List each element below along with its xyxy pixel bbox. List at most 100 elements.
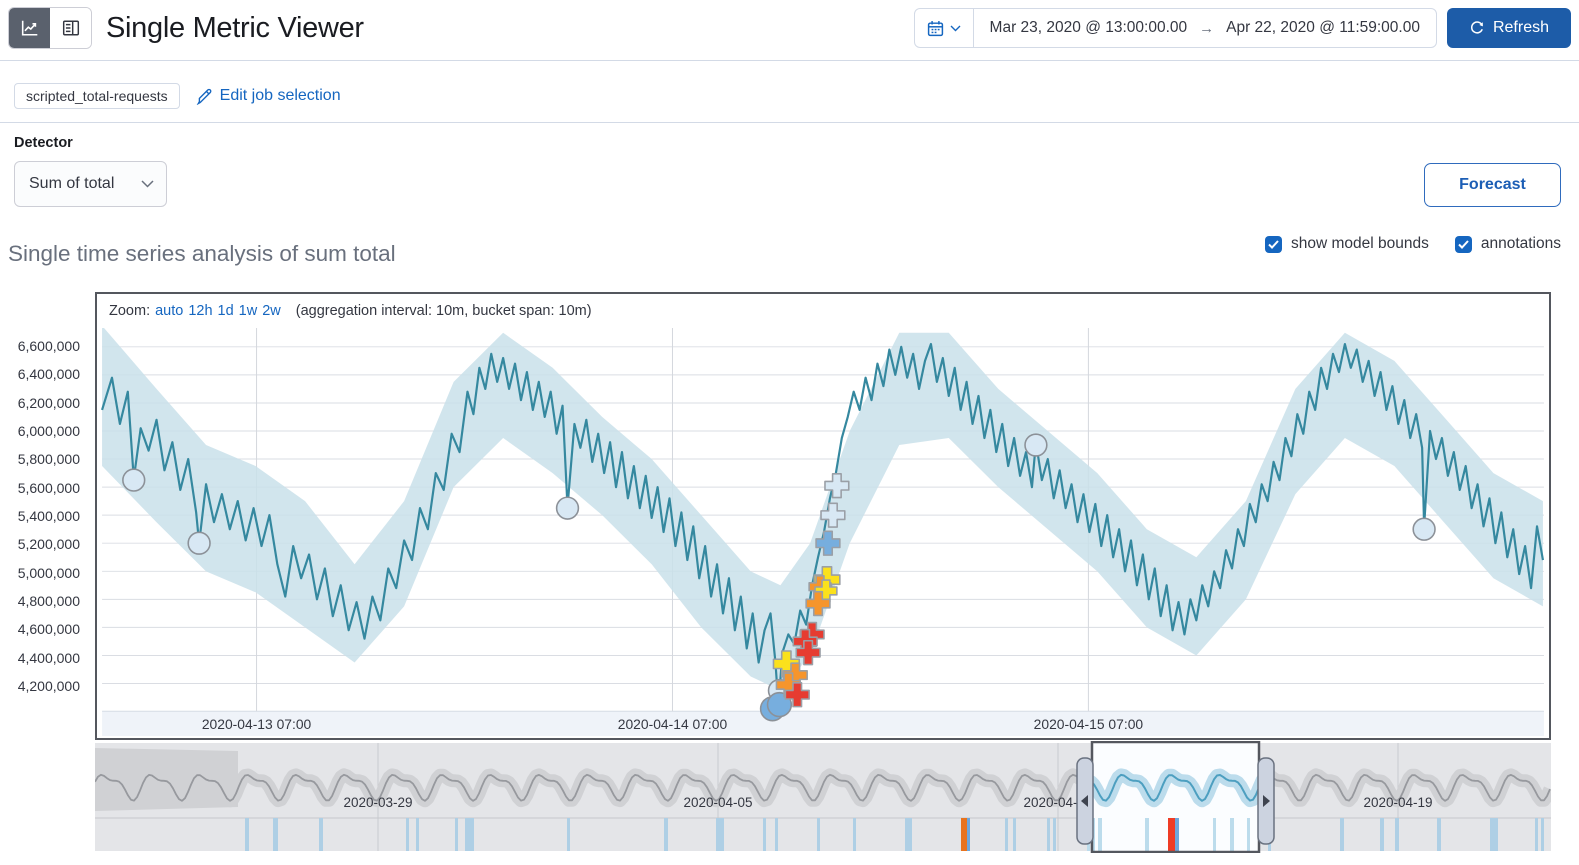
swimlane-annotation-bar[interactable] [1013,818,1016,851]
swimlane-annotation-bar[interactable] [716,818,724,851]
page-title: Single Metric Viewer [106,11,364,44]
date-range: Mar 23, 2020 @ 13:00:00.00 → Apr 22, 202… [974,16,1436,40]
swimlane-annotation-bar[interactable] [853,818,856,851]
zoom-option-12h[interactable]: 12h [188,303,213,319]
y-tick-label: 4,400,000 [17,650,80,666]
anomaly-cross-critical[interactable] [784,682,810,708]
swimlane-annotation-bar[interactable] [406,818,409,851]
swimlane-annotation-bar[interactable] [1395,818,1399,851]
annotations-checkbox[interactable]: annotations [1454,235,1561,253]
anomaly-cross-warning[interactable] [815,530,841,556]
brush-handle-right[interactable] [1257,757,1275,845]
show-model-bounds-label: show model bounds [1290,235,1429,252]
y-tick-label: 5,600,000 [17,480,80,496]
time-series-chart[interactable]: Zoom: auto 12h 1d 1w 2w (aggregation int… [95,292,1551,740]
zoom-label: Zoom: [109,303,151,319]
swimlane-annotation-bar[interactable] [416,818,419,851]
swimlane-annotation-bar[interactable] [245,818,249,851]
calendar-icon [927,20,943,36]
swimlane-annotation-bar[interactable] [1490,818,1498,851]
zoom-option-1d[interactable]: 1d [217,303,234,319]
job-id-badge: scripted_total-requests [14,83,180,109]
metric-line [101,342,1545,708]
aggregation-interval-note: (aggregation interval: 10m, bucket span:… [295,303,592,319]
swimlane-annotation-bar[interactable] [1213,818,1216,851]
swimlane-annotation-bar[interactable] [1541,818,1544,851]
job-selection-row: scripted_total-requests Edit job selecti… [14,83,341,109]
checkbox-checked-icon [1454,235,1472,253]
y-tick-label: 5,800,000 [17,451,80,467]
swimlane-annotation-bar[interactable] [455,818,458,851]
chart-view-button[interactable] [9,8,50,48]
detector-select[interactable]: Sum of total [14,161,167,207]
range-arrow: → [1199,19,1215,37]
refresh-label: Refresh [1492,19,1549,36]
y-tick-label: 6,200,000 [17,395,80,411]
context-chart[interactable]: 2020-03-29 2020-04-05 2020-04-12 2020-04-19 [89,740,1556,854]
swimlane-annotation-bar[interactable] [763,818,766,851]
y-tick-label: 4,600,000 [17,621,80,637]
swimlane-annotation-bar[interactable] [1053,818,1056,851]
swimlane-annotation-bar[interactable] [1145,818,1149,851]
swimlane-anomaly-bar[interactable] [1175,818,1179,851]
swimlane-anomaly-bar[interactable] [1168,818,1175,851]
swimlane-anomaly-bar[interactable] [961,818,967,851]
forecast-button[interactable]: Forecast [1424,163,1561,207]
anomaly-circle-low[interactable] [1412,517,1436,541]
anomaly-cross-critical[interactable] [795,639,821,666]
show-model-bounds-checkbox[interactable]: show model bounds [1264,235,1429,253]
anomaly-circle-low[interactable] [555,496,580,520]
table-view-button[interactable] [50,8,91,48]
edit-job-selection-link[interactable]: Edit job selection [196,87,341,105]
x-axis-strip [102,711,1544,736]
swimlane-annotation-bar[interactable] [1247,818,1250,851]
swimlane-annotation-bar[interactable] [319,818,323,851]
swimlane-annotation-bar[interactable] [817,818,820,851]
swimlane-annotation-bar[interactable] [905,818,912,851]
swimlane-annotation-bar[interactable] [1535,818,1538,851]
quick-select-menu[interactable] [915,9,974,47]
swimlane-annotation-bar[interactable] [1098,818,1102,851]
y-tick-label: 5,400,000 [17,508,80,524]
zoom-option-2w[interactable]: 2w [262,303,281,319]
context-line [94,773,1551,802]
anomaly-cross-major[interactable] [805,590,831,617]
focus-chart-plot[interactable]: 2020-04-13 07:00 2020-04-14 07:00 2020-04-… [97,328,1549,736]
start-date[interactable]: Mar 23, 2020 @ 13:00:00.00 [989,19,1188,36]
context-date-label: 2020-04-12 [1023,795,1092,810]
zoom-option-1w[interactable]: 1w [238,303,258,319]
swimlane-annotation-bar[interactable] [775,818,778,851]
x-tick-label: 2020-04-14 07:00 [618,716,728,732]
zoom-controls: Zoom: auto 12h 1d 1w 2w (aggregation int… [97,294,1549,328]
divider [0,122,1579,123]
context-date-label: 2020-03-29 [343,795,412,810]
swimlane-annotation-bar[interactable] [1380,818,1384,851]
focus-chart-svg: 2020-04-13 07:00 2020-04-14 07:00 2020-04-… [101,328,1545,736]
swimlane-anomaly-bar[interactable] [967,818,970,851]
y-tick-label: 4,200,000 [17,678,80,694]
anomaly-cross-low[interactable] [824,473,850,499]
anomaly-circle-low[interactable] [1024,433,1048,457]
line-chart-icon [21,20,37,36]
swimlane-annotation-bar[interactable] [664,818,668,851]
swimlane-annotation-bar[interactable] [273,818,278,851]
top-bar: Single Metric Viewer Mar 23, 2020 @ 13:0… [8,6,1571,50]
view-toggle-group [8,7,92,49]
refresh-button[interactable]: Refresh [1446,8,1571,48]
anomaly-cross-low[interactable] [820,502,846,528]
swimlane-annotation-bar[interactable] [1340,818,1344,851]
swimlane-annotation-bar[interactable] [1230,818,1234,851]
detector-selected-value: Sum of total [29,175,115,192]
zoom-option-auto[interactable]: auto [155,303,184,319]
anomaly-circle-low[interactable] [122,468,146,492]
swimlane-annotation-bar[interactable] [465,818,474,851]
y-tick-label: 6,000,000 [17,423,80,439]
swimlane-annotation-bar[interactable] [567,818,570,851]
swimlane-annotation-bar[interactable] [1437,818,1441,851]
swimlane-annotation-bar[interactable] [1047,818,1050,851]
brush-handle-left[interactable] [1076,757,1094,845]
swimlane-annotation-bar[interactable] [1005,818,1008,851]
context-chart-svg: 2020-03-29 2020-04-05 2020-04-12 2020-04-19 [89,740,1556,854]
anomaly-circle-low[interactable] [187,531,211,555]
end-date[interactable]: Apr 22, 2020 @ 11:59:00.00 [1226,19,1420,36]
